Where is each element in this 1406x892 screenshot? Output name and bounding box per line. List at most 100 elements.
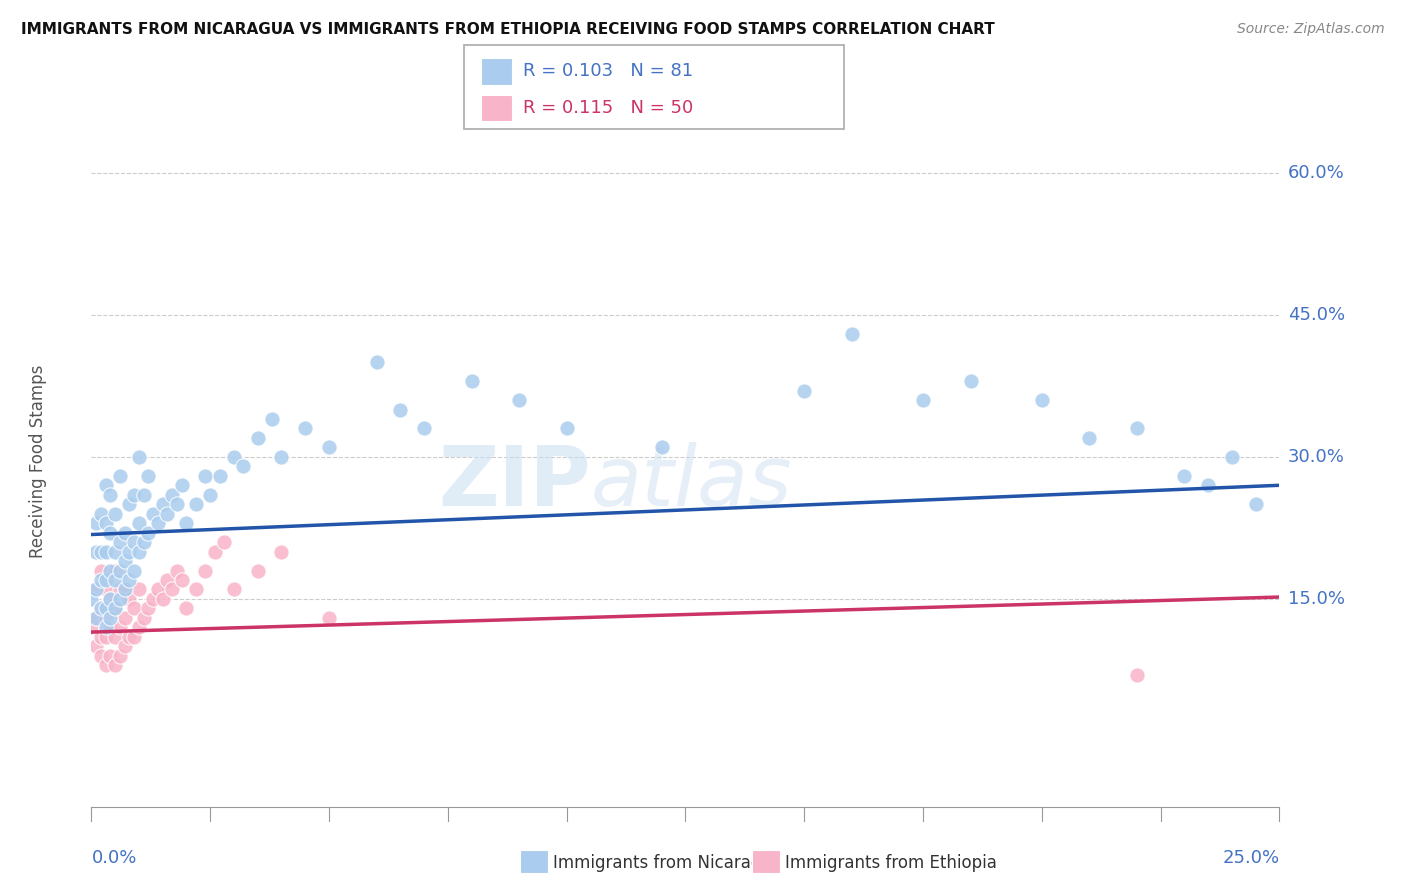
Point — [104, 630, 127, 644]
Point — [166, 564, 188, 578]
Point — [132, 535, 155, 549]
Point — [84, 611, 107, 625]
Point — [90, 544, 112, 558]
Text: 45.0%: 45.0% — [1288, 306, 1346, 324]
Point — [156, 573, 179, 587]
Text: atlas: atlas — [591, 442, 792, 523]
Point — [118, 630, 141, 644]
Point — [460, 374, 482, 388]
Point — [90, 564, 112, 578]
Text: IMMIGRANTS FROM NICARAGUA VS IMMIGRANTS FROM ETHIOPIA RECEIVING FOOD STAMPS CORR: IMMIGRANTS FROM NICARAGUA VS IMMIGRANTS … — [21, 22, 995, 37]
Point — [114, 640, 136, 654]
Point — [114, 525, 136, 540]
Point — [1197, 478, 1219, 492]
Point — [1173, 468, 1195, 483]
Point — [651, 441, 673, 455]
Point — [114, 582, 136, 597]
Point — [118, 497, 141, 511]
Point — [104, 601, 127, 615]
Point — [246, 431, 269, 445]
Point — [94, 630, 117, 644]
Point — [94, 611, 117, 625]
Point — [260, 412, 283, 426]
Point — [128, 582, 150, 597]
Point — [84, 544, 107, 558]
Point — [194, 564, 217, 578]
Point — [122, 601, 145, 615]
Text: 15.0%: 15.0% — [1288, 590, 1344, 608]
Point — [122, 630, 145, 644]
Point — [108, 648, 131, 663]
Point — [152, 591, 174, 606]
Point — [200, 488, 222, 502]
Point — [84, 582, 107, 597]
Point — [142, 507, 165, 521]
Text: ZIP: ZIP — [437, 442, 591, 523]
Point — [94, 582, 117, 597]
Point — [90, 601, 112, 615]
Point — [146, 516, 169, 531]
Point — [122, 488, 145, 502]
Point — [1126, 421, 1149, 435]
Point — [156, 507, 179, 521]
Point — [108, 468, 131, 483]
Point — [94, 544, 117, 558]
Point — [122, 564, 145, 578]
Point — [104, 601, 127, 615]
Point — [1244, 497, 1267, 511]
Point — [160, 582, 183, 597]
Text: 60.0%: 60.0% — [1288, 164, 1344, 182]
Point — [793, 384, 815, 398]
Point — [100, 525, 122, 540]
Point — [214, 535, 236, 549]
Point — [232, 459, 254, 474]
Point — [270, 544, 292, 558]
Point — [108, 582, 131, 597]
Point — [959, 374, 981, 388]
Point — [128, 544, 150, 558]
Point — [84, 582, 107, 597]
Point — [138, 468, 160, 483]
Text: 0.0%: 0.0% — [91, 849, 136, 867]
Text: Immigrants from Ethiopia: Immigrants from Ethiopia — [785, 854, 997, 871]
Point — [104, 658, 127, 673]
Point — [90, 601, 112, 615]
Point — [104, 573, 127, 587]
Point — [90, 573, 112, 587]
Point — [208, 468, 231, 483]
Point — [142, 591, 165, 606]
Point — [176, 601, 198, 615]
Text: R = 0.103   N = 81: R = 0.103 N = 81 — [523, 62, 693, 80]
Point — [90, 648, 112, 663]
Point — [170, 478, 193, 492]
Point — [94, 516, 117, 531]
Point — [100, 591, 122, 606]
Point — [100, 648, 122, 663]
Point — [1126, 667, 1149, 681]
Point — [94, 658, 117, 673]
Point — [108, 564, 131, 578]
Point — [100, 620, 122, 634]
Point — [80, 591, 103, 606]
Point — [108, 591, 131, 606]
Point — [138, 525, 160, 540]
Point — [222, 582, 245, 597]
Point — [122, 535, 145, 549]
Point — [170, 573, 193, 587]
Point — [128, 620, 150, 634]
Point — [90, 630, 112, 644]
Point — [222, 450, 245, 464]
Point — [100, 591, 122, 606]
Point — [100, 488, 122, 502]
Point — [94, 478, 117, 492]
Point — [114, 582, 136, 597]
Point — [1220, 450, 1243, 464]
Point — [152, 497, 174, 511]
Point — [104, 564, 127, 578]
Point — [118, 591, 141, 606]
Point — [1078, 431, 1101, 445]
Point — [104, 544, 127, 558]
Point — [114, 554, 136, 568]
Point — [80, 620, 103, 634]
Point — [104, 507, 127, 521]
